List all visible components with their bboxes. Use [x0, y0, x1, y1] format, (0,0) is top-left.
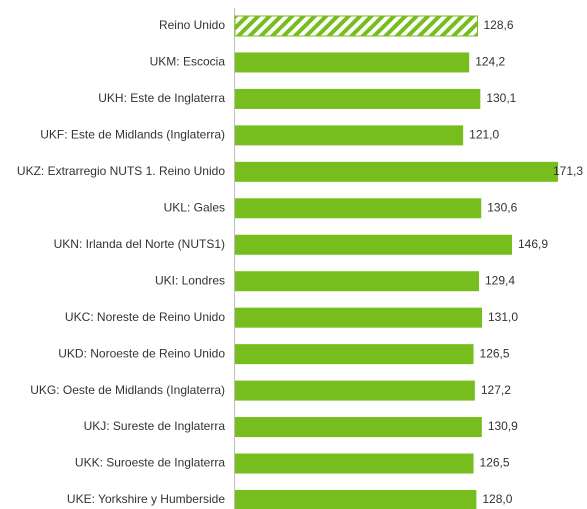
- bar: [235, 161, 558, 182]
- value-label: 124,2: [475, 55, 505, 69]
- bar: [235, 52, 470, 73]
- category-label: UKD: Noroeste de Reino Unido: [58, 346, 225, 360]
- category-label: UKJ: Sureste de Inglaterra: [84, 419, 226, 433]
- category-label: UKK: Suroeste de Inglaterra: [75, 456, 225, 470]
- bar: [235, 88, 481, 109]
- bar: [235, 380, 475, 401]
- category-label: UKG: Oeste de Midlands (Inglaterra): [30, 383, 225, 397]
- bar: [235, 417, 482, 438]
- value-label: 171,3: [553, 164, 583, 178]
- value-label: 129,4: [485, 273, 515, 287]
- bar: [235, 453, 474, 474]
- bar: [235, 125, 464, 146]
- value-label: 128,0: [482, 492, 512, 506]
- category-label: UKL: Gales: [164, 200, 225, 214]
- value-label: 130,9: [488, 419, 518, 433]
- value-label: 146,9: [518, 237, 548, 251]
- category-label: UKI: Londres: [155, 273, 225, 287]
- value-label: 126,5: [480, 346, 510, 360]
- value-label: 130,1: [486, 91, 516, 105]
- bar: [235, 344, 474, 365]
- category-label: UKZ: Extrarregio NUTS 1. Reino Unido: [17, 164, 225, 178]
- category-label: UKN: Irlanda del Norte (NUTS1): [54, 237, 225, 251]
- category-label: UKC: Noreste de Reino Unido: [65, 310, 225, 324]
- category-label: UKH: Este de Inglaterra: [98, 91, 225, 105]
- bar: [235, 489, 477, 509]
- bar: [235, 271, 479, 292]
- bar: [235, 234, 512, 255]
- bar: [234, 15, 478, 37]
- category-label: Reino Unido: [159, 18, 225, 32]
- category-label: UKE: Yorkshire y Humberside: [67, 492, 225, 506]
- value-label: 128,6: [483, 18, 513, 32]
- value-label: 126,5: [480, 456, 510, 470]
- bar: [235, 307, 483, 328]
- value-label: 131,0: [488, 310, 518, 324]
- bar: [235, 198, 482, 219]
- value-label: 130,6: [487, 200, 517, 214]
- value-label: 127,2: [481, 383, 511, 397]
- category-label: UKF: Este de Midlands (Inglaterra): [40, 128, 225, 142]
- category-label: UKM: Escocia: [150, 55, 226, 69]
- value-label: 121,0: [469, 128, 499, 142]
